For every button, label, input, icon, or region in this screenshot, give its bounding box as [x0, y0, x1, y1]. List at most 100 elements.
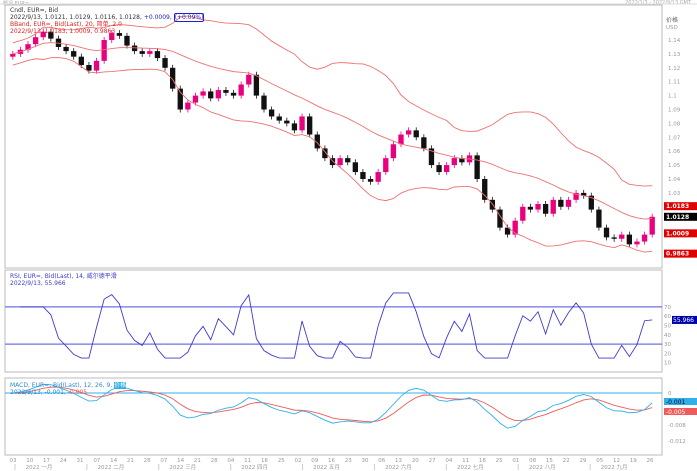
date-tick-label: 18 [261, 458, 268, 464]
middle-band-label: 1.0009 [666, 230, 689, 237]
price-tick-label: 1.11 [668, 80, 680, 86]
candle-body [565, 199, 572, 207]
date-tick-label: 11 [244, 458, 251, 464]
date-tick-label: 01 [512, 458, 519, 464]
candle-body [474, 155, 480, 179]
panel-frame-0 [4, 4, 663, 269]
month-label: 2022 七月 [457, 463, 484, 471]
date-tick-label: 02 [294, 458, 301, 464]
rsi-tick-label: 30 [664, 342, 671, 348]
candle-body [299, 116, 305, 131]
rsi-tick-label: 20 [664, 351, 671, 357]
month-label: 2022 八月 [529, 464, 556, 471]
macd-tick-label: 0 [668, 391, 672, 397]
date-tick-label: 31 [77, 458, 84, 464]
rsi-tick-label: 60 [664, 314, 671, 320]
price-axis-unit: USD [666, 25, 678, 31]
candle-body [185, 102, 191, 110]
date-tick-label: 26 [647, 458, 654, 464]
date-tick-label: 20 [412, 458, 419, 464]
candle-body [322, 148, 328, 159]
legend-signal-value: -0.005 [67, 389, 88, 396]
date-tick-label: 07 [160, 458, 167, 464]
date-tick-label: 28 [211, 458, 218, 464]
panel-frame-2 [4, 377, 663, 456]
candle-body [40, 31, 46, 38]
date-tick-label: 04 [227, 458, 234, 464]
date-tick-label: 06 [378, 458, 385, 464]
last-price-label-bg [664, 212, 697, 221]
date-tick-label: 13 [395, 458, 402, 464]
date-tick-label: 22 [563, 458, 570, 464]
date-tick-label: 25 [278, 458, 285, 464]
date-tick-label: 23 [345, 458, 352, 464]
price-axis-title: 价格 [666, 16, 678, 24]
candle-body [527, 206, 534, 210]
candle-body [48, 31, 54, 39]
candle-body [352, 162, 358, 173]
price-tick-label: 1.14 [668, 38, 681, 44]
candle-body [177, 88, 183, 110]
legend-macd-tag: 价格 [114, 382, 127, 389]
candle-body [169, 67, 176, 89]
candle-body [413, 130, 419, 138]
legend-macd-value: 2022/9/13, -0.001, [10, 389, 66, 396]
last-price-label: 1.0128 [666, 214, 689, 221]
price-tick-label: 1.05 [668, 163, 681, 169]
lower-band-label: 0.9863 [666, 251, 689, 258]
candle-body [268, 109, 275, 117]
candle-body [284, 120, 290, 124]
rsi-line [20, 292, 653, 359]
price-tick-label: 1.03 [668, 191, 681, 197]
legend-cndl: Cndl, EUR=, Bid [10, 7, 59, 14]
candle-body [558, 199, 564, 207]
macd-signal-line [12, 386, 653, 423]
price-tick-label: 1.07 [668, 135, 681, 141]
candle-body [93, 60, 100, 71]
date-tick-label: 10 [26, 458, 33, 464]
candle-body [428, 148, 435, 166]
rsi-legend: RSI, EUR=, Bid(Last), 14, 威尔德平滑 2022/9/1… [10, 273, 117, 287]
legend-ohlc: 2022/9/13, 1.0121, 1.0129, 1.0116, 1.012… [10, 14, 142, 21]
macd-last-label-bg [664, 398, 697, 405]
candle-body [542, 204, 549, 214]
date-tick-label: 21 [194, 458, 201, 464]
candle-body [154, 51, 161, 59]
candle-body [291, 123, 298, 131]
candle-body [276, 116, 282, 121]
candle-body [649, 216, 655, 235]
candle-body [367, 179, 374, 182]
price-legend: Cndl, EUR=, Bid 2022/9/13, 1.0121, 1.012… [10, 7, 205, 35]
candle-body [109, 33, 115, 40]
candle-body [32, 37, 39, 45]
candle-body [603, 227, 610, 238]
candle-body [596, 209, 602, 228]
candle-body [520, 206, 526, 221]
date-tick-label: 19 [630, 458, 637, 464]
date-tick-label: 16 [328, 458, 335, 464]
candle-body [634, 241, 640, 245]
macd-tick-label: -0.012 [668, 439, 686, 445]
bband-lower [12, 57, 653, 253]
candle-body [10, 53, 16, 57]
date-tick-label: 18 [479, 458, 486, 464]
candle-body [550, 199, 556, 214]
month-label: 2022 九月 [601, 463, 628, 471]
price-tick-label: 1.04 [668, 177, 681, 183]
date-tick-label: 14 [177, 458, 184, 464]
date-tick-label: 07 [93, 458, 100, 464]
date-range: 2022/1/3 - 2022/9/13 GMT [625, 0, 691, 6]
candle-body [383, 158, 389, 173]
candle-body [101, 40, 107, 61]
bband-upper [12, 15, 653, 187]
legend-rsi: RSI, EUR=, Bid(Last), 14, 威尔德平滑 [10, 273, 117, 280]
panel-frame-1 [4, 269, 663, 373]
candle-body [124, 35, 130, 46]
month-label: 2022 一月 [26, 464, 53, 471]
price-tick-label: 1.09 [668, 108, 681, 114]
date-tick-label: 30 [362, 458, 369, 464]
month-label: 2022 五月 [313, 464, 340, 471]
candle-body [86, 65, 92, 71]
legend-change-pct: (+0.09%) [173, 13, 205, 22]
candle-body [581, 192, 587, 196]
